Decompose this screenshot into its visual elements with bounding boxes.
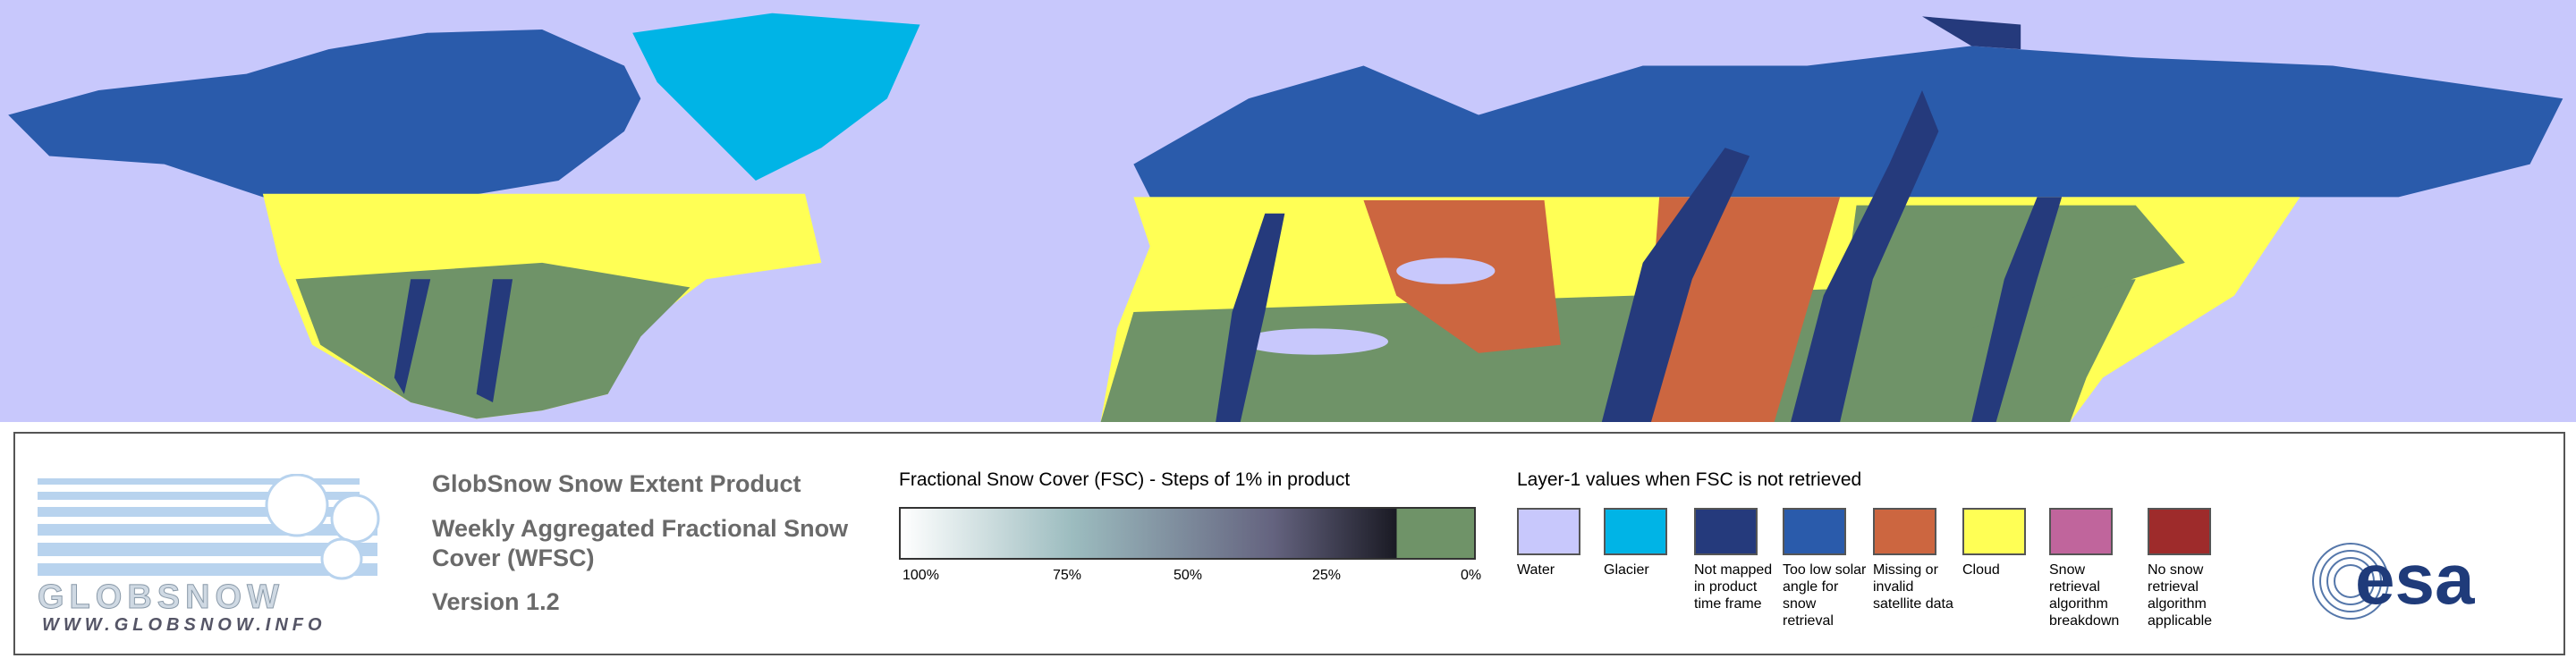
fsc-label: 25% <box>1312 568 1342 583</box>
globsnow-logo: GLOBSNOW WWW.GLOBSNOW.INFO <box>38 474 380 635</box>
legend-swatch <box>1517 508 1580 555</box>
legend-swatch <box>1694 508 1758 555</box>
legend-swatch <box>2148 508 2211 555</box>
esa-logo: esa <box>2312 539 2475 620</box>
fsc-label: 100% <box>902 568 939 583</box>
fsc-label: 0% <box>1461 568 1482 583</box>
legend-label: Not mapped in product time frame <box>1694 562 1773 612</box>
product-title: GlobSnow Snow Extent Product <box>432 470 801 497</box>
legend-swatch <box>2049 508 2113 555</box>
layer1-title: Layer-1 values when FSC is not retrieved <box>1517 469 1862 490</box>
product-subtitle: Weekly Aggregated Fractional Snow Cover … <box>432 515 849 571</box>
legend-label: No snow retrieval algorithm applicable <box>2148 562 2213 629</box>
legend-label: Too low solar angle for snow retrieval <box>1783 562 1867 629</box>
legend-label: Cloud <box>1962 562 2000 578</box>
legend-swatch <box>1873 508 1936 555</box>
logo-name: GLOBSNOW <box>38 578 284 616</box>
fsc-title: Fractional Snow Cover (FSC) - Steps of 1… <box>899 469 1351 490</box>
legend-label: Water <box>1517 562 1555 578</box>
fsc-label: 75% <box>1053 568 1082 583</box>
version: Version 1.2 <box>432 588 560 615</box>
legend-swatch <box>1604 508 1667 555</box>
fsc-colorbar <box>899 507 1476 560</box>
esa-text: esa <box>2355 539 2475 619</box>
snow-map <box>0 0 2576 422</box>
legend-label: Missing or invalid satellite data <box>1873 562 1953 612</box>
legend-panel: GLOBSNOW WWW.GLOBSNOW.INFO GlobSnow Snow… <box>13 432 2565 655</box>
legend-swatch <box>1962 508 2026 555</box>
legend-label: Snow retrieval algorithm breakdown <box>2049 562 2120 629</box>
legend-swatch <box>1783 508 1846 555</box>
legend-label: Glacier <box>1604 562 1649 578</box>
logo-url: WWW.GLOBSNOW.INFO <box>42 615 326 635</box>
fsc-label: 50% <box>1174 568 1203 583</box>
